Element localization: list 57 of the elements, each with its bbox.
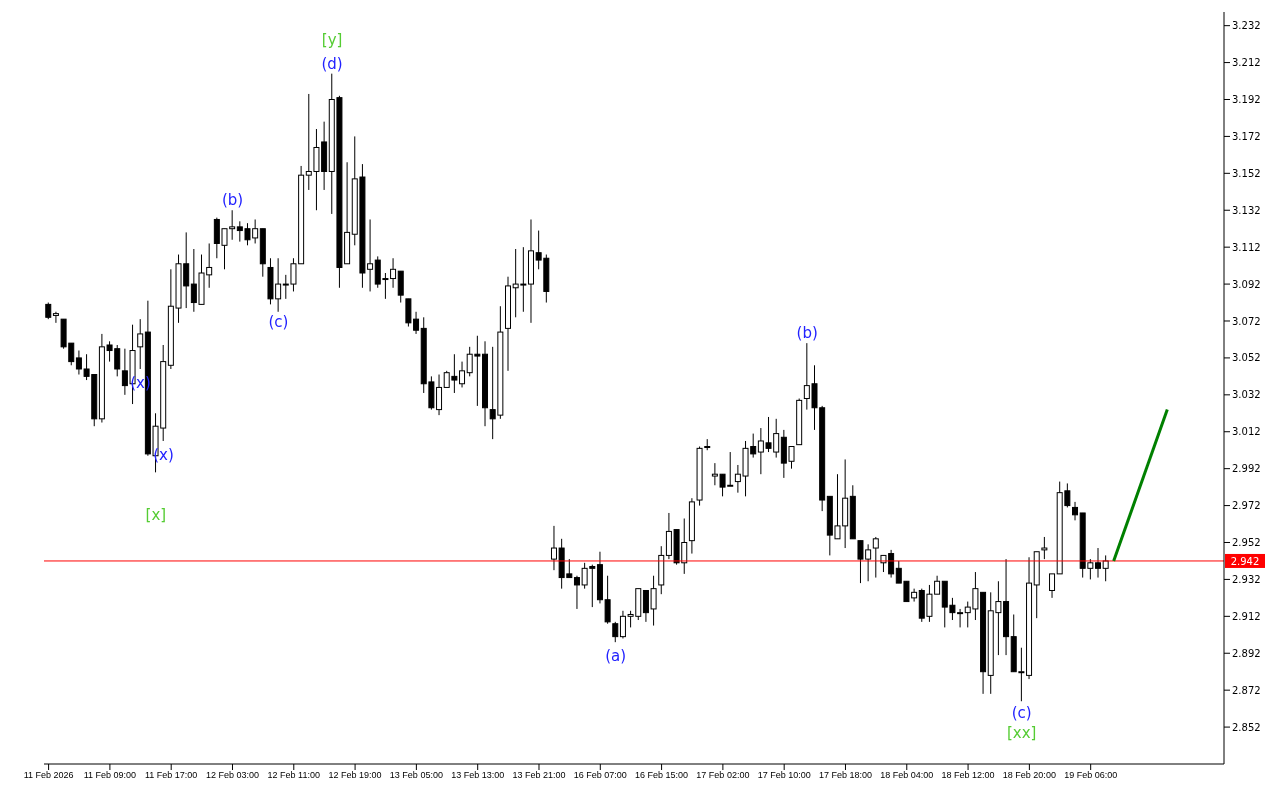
x-tick-label: 12 Feb 11:00	[267, 770, 320, 781]
candlestick	[872, 536, 879, 579]
x-tick-label: 16 Feb 07:00	[573, 770, 627, 781]
y-tick-label: 2.952	[1232, 537, 1261, 549]
candlestick	[1049, 573, 1056, 599]
annotation: (a)	[605, 647, 627, 666]
candlestick	[52, 311, 59, 324]
x-tick-label: 13 Feb 13:00	[451, 770, 505, 781]
annotation: [x]	[145, 505, 167, 524]
x-tick-label: 17 Feb 18:00	[818, 770, 872, 781]
y-tick-label: 3.112	[1232, 241, 1261, 253]
candlestick	[1041, 536, 1048, 560]
x-tick-label: 16 Feb 15:00	[635, 770, 689, 781]
y-tick-label: 3.052	[1232, 352, 1261, 364]
x-tick-label: 18 Feb 20:00	[1002, 770, 1056, 781]
y-tick-label: 3.172	[1232, 130, 1261, 142]
x-tick-label: 11 Feb 17:00	[145, 770, 198, 781]
x-tick-label: 13 Feb 21:00	[512, 770, 566, 781]
y-tick-label: 2.912	[1232, 610, 1261, 622]
y-tick-label: 3.192	[1232, 94, 1261, 106]
y-tick-label: 3.212	[1232, 57, 1261, 69]
annotation: (d)	[321, 54, 343, 73]
y-tick-label: 3.072	[1232, 315, 1261, 327]
y-tick-label: 2.932	[1232, 573, 1261, 585]
candlestick	[1072, 501, 1079, 521]
annotation: (b)	[796, 324, 818, 343]
y-tick-label: 2.892	[1232, 647, 1261, 659]
y-tick-label: 3.012	[1232, 426, 1261, 438]
x-tick-label: 13 Feb 05:00	[389, 770, 443, 781]
x-tick-label: 18 Feb 04:00	[880, 770, 934, 781]
y-tick-label: 2.872	[1232, 684, 1261, 696]
y-tick-label: 2.972	[1232, 500, 1261, 512]
annotation: [y]	[321, 30, 343, 49]
y-tick-label: 2.852	[1232, 721, 1261, 733]
x-tick-label: 18 Feb 12:00	[941, 770, 995, 781]
x-tick-label: 19 Feb 06:00	[1064, 770, 1118, 781]
x-tick-label: 11 Feb 2026	[23, 770, 74, 781]
y-tick-label: 3.032	[1232, 389, 1261, 401]
x-tick-label: 17 Feb 02:00	[696, 770, 750, 781]
candlestick	[1095, 547, 1102, 579]
annotation: (c)	[268, 313, 289, 332]
candlestick	[397, 270, 404, 304]
candlestick	[612, 621, 619, 643]
ref-line-label: 2.942	[1230, 555, 1260, 567]
y-tick-label: 3.132	[1232, 204, 1261, 216]
annotation: (c)	[1011, 704, 1032, 723]
x-tick-label: 12 Feb 03:00	[205, 770, 260, 781]
x-tick-label: 17 Feb 10:00	[757, 770, 811, 781]
x-tick-label: 12 Feb 19:00	[328, 770, 382, 781]
y-tick-label: 3.152	[1232, 167, 1261, 179]
y-tick-label: 2.992	[1232, 463, 1261, 475]
y-tick-label: 3.232	[1232, 20, 1261, 32]
candlestick	[137, 318, 144, 370]
annotation: [xx]	[1006, 724, 1037, 743]
y-tick-label: 3.092	[1232, 278, 1261, 290]
x-tick-label: 11 Feb 09:00	[83, 770, 137, 781]
annotation: (b)	[221, 191, 244, 210]
